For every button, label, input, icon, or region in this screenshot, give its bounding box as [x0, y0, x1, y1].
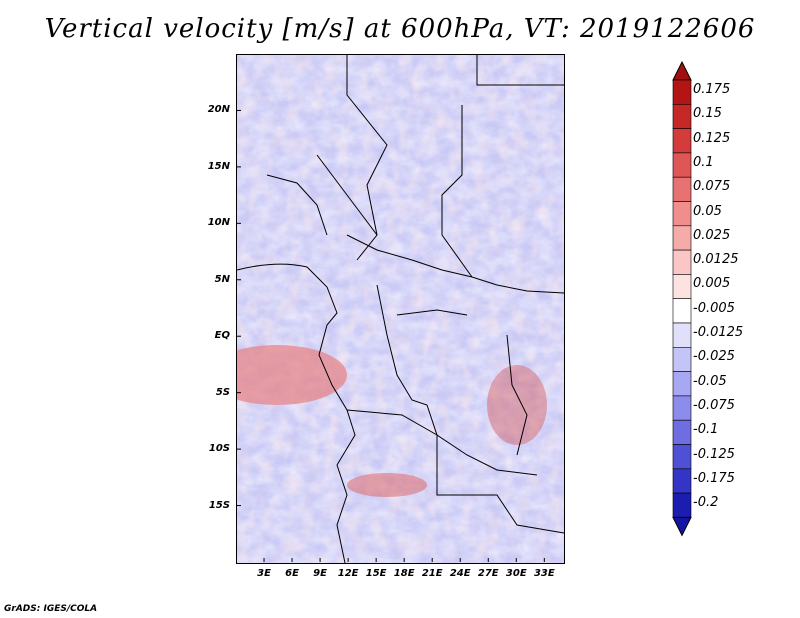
colorbar-swatch: [672, 468, 692, 494]
lat-tick-label: 15N: [207, 160, 230, 172]
colorbar-level-label: -0.025: [693, 349, 735, 365]
colorbar-swatch: [672, 79, 692, 105]
colorbar-level-label: 0.025: [693, 227, 731, 243]
colorbar-swatch: [672, 395, 692, 421]
ascent-region-east: [487, 365, 547, 445]
colorbar-swatch: [672, 249, 692, 275]
colorbar-swatch: [672, 201, 692, 227]
lon-tick-label: 9E: [313, 568, 327, 579]
colorbar-swatch: [672, 152, 692, 178]
colorbar-swatch: [672, 176, 692, 202]
map-field: [237, 55, 564, 563]
map-plot-area: [236, 54, 565, 564]
colorbar-top-arrow: [672, 60, 692, 81]
lon-tick-label: 3E: [257, 568, 271, 579]
lat-tick-label: 15S: [208, 499, 230, 511]
colorbar-level-label: 0.15: [693, 106, 722, 122]
colorbar-swatch: [672, 128, 692, 154]
lat-tick-label: EQ: [214, 330, 230, 342]
colorbar-level-label: 0.1: [693, 154, 714, 170]
colorbar-swatch: [672, 322, 692, 348]
colorbar-level-label: 0.075: [693, 179, 731, 195]
colorbar-level-label: 0.175: [693, 82, 731, 97]
colorbar-swatch: [672, 225, 692, 251]
grads-credit: GrADS: IGES/COLA: [4, 604, 98, 614]
colorbar-level-label: -0.005: [693, 300, 735, 316]
colorbar-swatch: [672, 419, 692, 445]
colorbar-level-label: -0.1: [693, 422, 719, 438]
colorbar-level-label: -0.0125: [693, 325, 744, 340]
lon-tick-label: 33E: [533, 568, 555, 579]
colorbar-level-label: -0.2: [693, 495, 719, 511]
colorbar-level-label: 0.125: [693, 130, 731, 146]
colorbar-swatch: [672, 103, 692, 129]
lat-tick-label: 10N: [207, 217, 230, 229]
lon-tick-label: 18E: [393, 568, 415, 579]
colorbar-level-label: 0.005: [693, 276, 731, 292]
colorbar-level-label: -0.175: [693, 470, 735, 486]
colorbar: [672, 60, 692, 537]
colorbar-swatch: [672, 492, 692, 518]
lon-tick-label: 24E: [449, 568, 471, 579]
colorbar-level-label: 0.05: [693, 203, 722, 219]
lon-tick-label: 21E: [421, 568, 443, 579]
lon-tick-label: 12E: [337, 568, 359, 579]
colorbar-swatch: [672, 274, 692, 299]
country-borders: [237, 55, 564, 563]
colorbar-swatch: [672, 298, 692, 324]
colorbar-bottom-arrow: [672, 516, 692, 537]
colorbar-swatch: [672, 346, 692, 372]
colorbar-swatch: [672, 371, 692, 397]
colorbar-level-label: -0.125: [693, 446, 735, 462]
lon-tick-label: 15E: [365, 568, 387, 579]
lon-tick-label: 27E: [477, 568, 499, 579]
ascent-region-gulf: [237, 345, 347, 405]
colorbar-level-label: 0.0125: [693, 252, 739, 268]
lat-tick-label: 5S: [215, 386, 230, 398]
colorbar-level-label: -0.075: [693, 397, 735, 413]
ascent-region-south: [347, 473, 427, 497]
lon-tick-label: 30E: [505, 568, 527, 579]
colorbar-swatch: [672, 444, 692, 470]
lat-tick-label: 5N: [214, 273, 230, 285]
colorbar-level-label: -0.05: [693, 373, 727, 389]
lat-tick-label: 20N: [207, 104, 230, 116]
lon-tick-label: 6E: [285, 568, 299, 579]
chart-title: Vertical velocity [m/s] at 600hPa, VT: 2…: [44, 14, 756, 44]
lat-tick-label: 10S: [208, 443, 230, 455]
